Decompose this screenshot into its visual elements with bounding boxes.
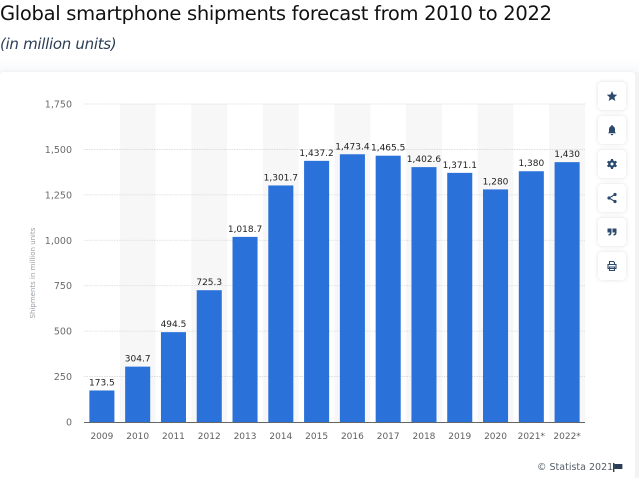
bell-icon: [608, 125, 616, 136]
x-tick-label: 2019: [448, 432, 471, 442]
bar: [411, 167, 437, 422]
chart-subtitle: (in million units): [0, 35, 117, 53]
bar: [483, 189, 509, 422]
x-tick-label: 2017: [377, 432, 400, 442]
y-tick-label: 750: [54, 281, 72, 292]
data-label: 725.3: [196, 278, 222, 288]
data-label: 1,280: [483, 177, 509, 187]
x-tick-label: 2012: [198, 432, 221, 442]
bar: [89, 390, 115, 422]
y-axis-ticks: 0 250 500 750 1,000 1,250 1,500 1,750: [45, 100, 72, 429]
bar: [375, 155, 401, 423]
bar: [304, 160, 330, 423]
data-label: 1,301.7: [264, 173, 298, 183]
y-tick-label: 0: [66, 418, 72, 429]
data-label: 494.5: [161, 320, 187, 330]
x-tick-label: 2009: [90, 432, 113, 442]
data-label: 1,430: [554, 150, 580, 160]
data-label: 1,437.2: [299, 149, 333, 159]
bar: [125, 366, 151, 422]
chart-title: Global smartphone shipments forecast fro…: [0, 2, 552, 25]
y-tick-label: 250: [54, 372, 72, 383]
x-tick-label: 2014: [269, 432, 292, 442]
y-tick-label: 500: [54, 327, 72, 338]
print-icon: [607, 260, 617, 272]
flag-icon[interactable]: [613, 463, 623, 472]
x-tick-label: 2011: [162, 432, 185, 442]
bars: [89, 154, 580, 423]
data-label: 1,473.4: [335, 142, 370, 152]
bar: [268, 185, 294, 422]
data-label: 1,371.1: [443, 161, 477, 171]
notification-button[interactable]: [598, 116, 626, 144]
gear-icon: [607, 159, 617, 169]
value-labels: 173.5 304.7 494.5 725.3 1,018.7 1,301.7 1,437.…: [89, 142, 580, 388]
data-label: 1,380: [518, 159, 544, 169]
bar: [339, 154, 365, 422]
chart-toolbar: [598, 82, 628, 286]
x-tick-label: 2015: [305, 432, 328, 442]
data-label: 1,018.7: [228, 225, 262, 235]
share-icon: [607, 192, 617, 204]
favorite-button[interactable]: [598, 82, 626, 110]
settings-button[interactable]: [598, 150, 626, 178]
star-icon: [606, 91, 618, 101]
x-tick-label: 2016: [341, 432, 364, 442]
data-label: 1,465.5: [371, 144, 405, 154]
data-label: 173.5: [89, 378, 115, 388]
x-tick-label: 2018: [413, 432, 436, 442]
data-label: 304.7: [125, 355, 151, 365]
x-axis-ticks: 2009 2010 2011 2012 2013 2014 2015 2016 2017 2018…: [90, 432, 581, 442]
cite-button[interactable]: [598, 218, 626, 246]
share-button[interactable]: [598, 184, 626, 212]
y-tick-label: 1,250: [45, 190, 72, 201]
y-tick-label: 1,750: [45, 100, 72, 111]
y-tick-label: 1,500: [45, 145, 72, 156]
bar: [518, 171, 544, 422]
x-tick-label: 2022*: [553, 432, 581, 442]
card-edge: [635, 72, 639, 478]
x-tick-label: 2010: [126, 432, 149, 442]
x-tick-label: 2013: [234, 432, 257, 442]
y-axis-label: Shipments in million units: [29, 227, 37, 318]
data-label: 1,402.6: [407, 155, 442, 165]
bar: [196, 290, 222, 422]
x-tick-label: 2021*: [518, 432, 546, 442]
bar: [447, 172, 473, 422]
bar: [232, 236, 258, 422]
bar: [554, 162, 580, 423]
statista-credit[interactable]: © Statista 2021: [537, 462, 614, 473]
quote-icon: [607, 228, 617, 236]
x-tick-label: 2020: [484, 432, 507, 442]
print-button[interactable]: [598, 252, 626, 280]
y-tick-label: 1,000: [45, 236, 72, 247]
bar: [160, 332, 186, 422]
